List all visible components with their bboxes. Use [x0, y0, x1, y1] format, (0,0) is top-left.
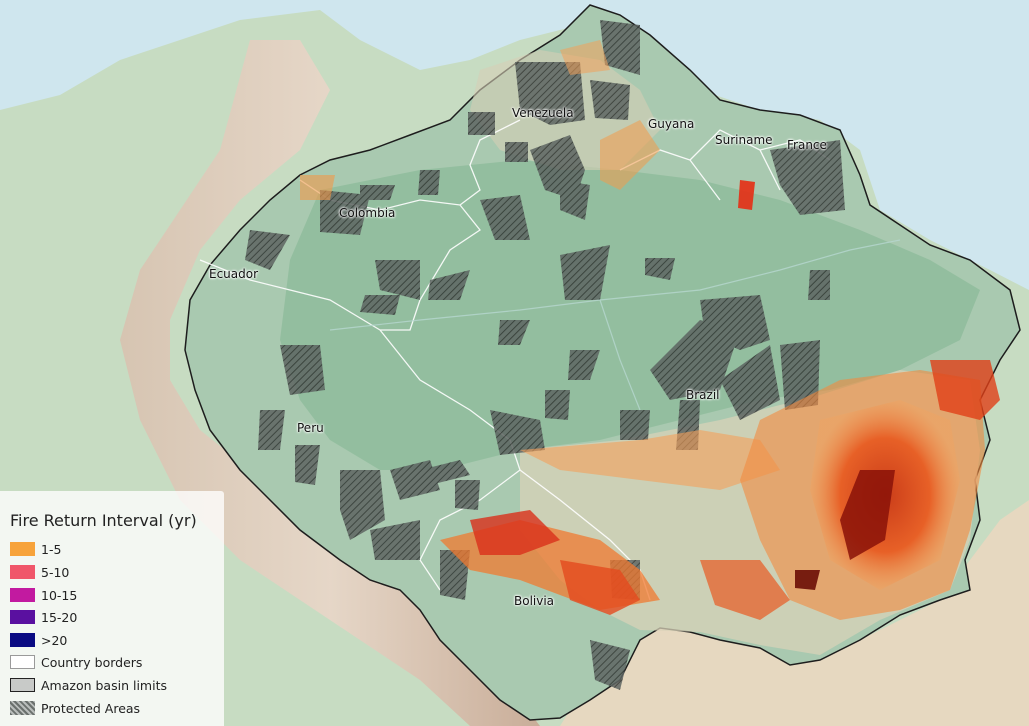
legend-item-over-20: >20	[10, 631, 67, 649]
legend-swatch-10-15	[10, 588, 35, 602]
country-label-guyana: Guyana	[648, 117, 695, 131]
southeast-land	[560, 500, 1029, 726]
legend-swatch-protected-areas	[10, 701, 35, 715]
fire-return-areas[interactable]	[300, 40, 1000, 620]
country-label-ecuador: Ecuador	[209, 267, 259, 281]
map-legend: Fire Return Interval (yr) 1-5 5-10 10-15…	[0, 491, 224, 726]
legend-swatch-over-20	[10, 633, 35, 647]
andes-mountains	[120, 40, 540, 726]
legend-item-1-5: 1-5	[10, 540, 61, 558]
country-label-suriname: Suriname	[715, 133, 773, 147]
rivers	[329, 239, 901, 411]
country-label-colombia: Colombia	[339, 206, 396, 220]
legend-item-amazon-basin-limits: Amazon basin limits	[10, 676, 167, 694]
legend-title: Fire Return Interval (yr)	[10, 511, 197, 530]
legend-label: Protected Areas	[41, 700, 141, 716]
legend-swatch-1-5	[10, 542, 35, 556]
legend-label: >20	[41, 632, 68, 648]
legend-label: 5-10	[41, 564, 70, 580]
legend-item-10-15: 10-15	[10, 586, 77, 604]
legend-swatch-15-20	[10, 610, 35, 624]
legend-label: Country borders	[41, 654, 143, 670]
country-label-bolivia: Bolivia	[514, 594, 555, 608]
legend-item-5-10: 5-10	[10, 563, 69, 581]
country-label-brazil: Brazil	[686, 388, 720, 402]
legend-label: Amazon basin limits	[41, 677, 167, 693]
country-label-france: France	[787, 138, 827, 152]
legend-swatch-country-borders	[10, 655, 35, 669]
country-label-venezuela: Venezuela	[512, 106, 574, 120]
legend-item-15-20: 15-20	[10, 608, 77, 626]
legend-swatch-amazon-basin-limits	[10, 678, 35, 692]
legend-label: 10-15	[41, 587, 78, 603]
legend-item-protected-areas: Protected Areas	[10, 699, 140, 717]
country-label-peru: Peru	[297, 421, 324, 435]
legend-item-country-borders: Country borders	[10, 653, 142, 671]
legend-swatch-5-10	[10, 565, 35, 579]
legend-label: 1-5	[41, 541, 62, 557]
legend-label: 15-20	[41, 609, 78, 625]
